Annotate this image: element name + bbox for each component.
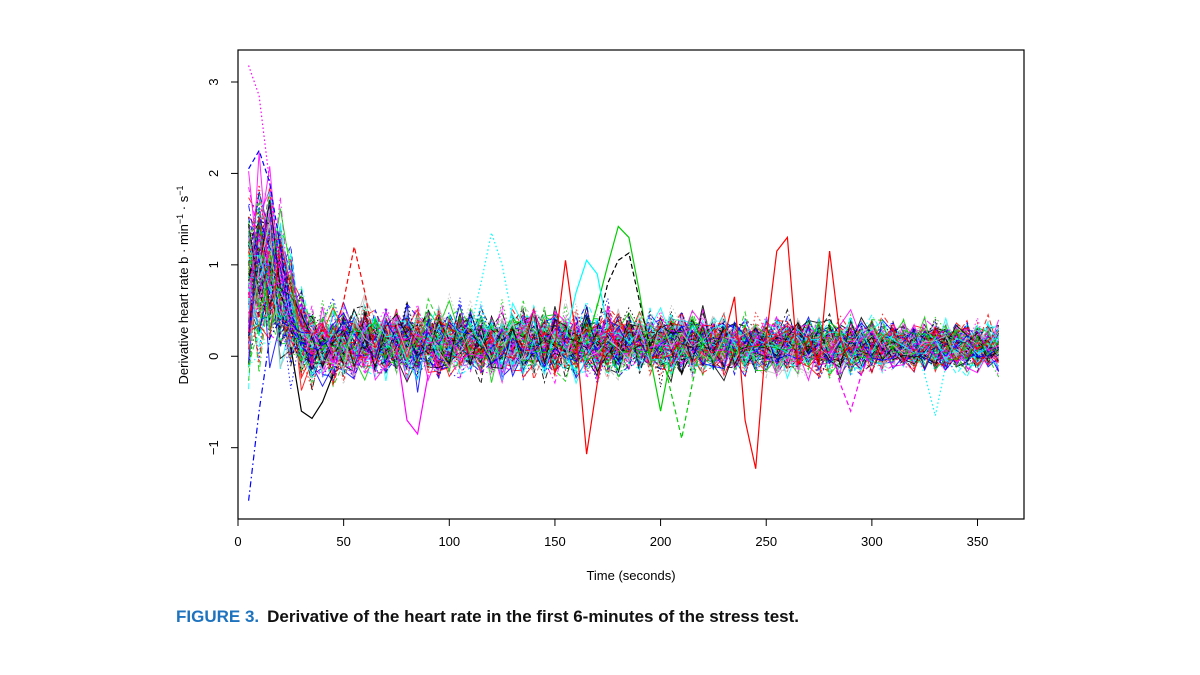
caption-label: FIGURE 3. (176, 607, 260, 626)
series-line-75 (248, 242, 1000, 373)
highlighted-traces (248, 65, 957, 501)
series-line-137 (248, 205, 999, 383)
x-tick-label-200: 200 (650, 534, 672, 549)
caption-text: Derivative of the heart rate in the firs… (267, 607, 799, 626)
series-line-79 (248, 197, 999, 369)
x-tick-label-50: 50 (336, 534, 350, 549)
x-axis-label: Time (seconds) (586, 568, 675, 583)
series-line-135 (248, 257, 999, 369)
plot-frame (237, 49, 1025, 520)
x-tick-label-100: 100 (438, 534, 460, 549)
series-line-150 (248, 254, 999, 374)
series-line-red-solid-245 (723, 235, 852, 469)
series-line-141 (248, 199, 999, 382)
series-line-23 (248, 223, 999, 377)
x-tick-label-250: 250 (755, 534, 777, 549)
series-line-147 (248, 222, 1000, 372)
series-line-127 (248, 226, 1000, 379)
series-line-cyan-dotted-330 (913, 337, 957, 416)
y-tick-label-3: 3 (206, 78, 221, 85)
series-line-108 (248, 209, 999, 378)
x-tick-label-300: 300 (861, 534, 883, 549)
y-tick-label-2: 2 (206, 170, 221, 177)
figure-caption: FIGURE 3. Derivative of the heart rate in… (176, 607, 799, 627)
series-line-140 (248, 238, 999, 376)
series-line-148 (248, 223, 999, 374)
x-tick-label-150: 150 (544, 534, 566, 549)
data-traces (248, 151, 1000, 393)
series-line-black-solid-dip (290, 347, 334, 420)
series-line-magenta-dotted-peak (248, 65, 323, 353)
y-axis: −1 0 1 2 3 (206, 78, 239, 455)
y-axis-label-mid: · s (176, 195, 191, 214)
y-axis-label: Derivative heart rate b · min−1 · s−1 (175, 186, 191, 385)
y-tick-label--1: −1 (206, 440, 221, 455)
series-line-magenta-dashed-290 (829, 346, 873, 413)
series-line-cyan-solid-165 (564, 259, 609, 339)
series-line-red-dashed-60 (332, 246, 376, 348)
y-axis-label-sup2: −1 (175, 186, 185, 196)
series-line-magenta-solid-85 (395, 347, 429, 436)
y-tick-label-1: 1 (206, 261, 221, 268)
y-tick-label-0: 0 (206, 353, 221, 360)
series-line-93 (248, 238, 999, 387)
series-line-98 (248, 237, 999, 381)
x-axis: 0 50 100 150 200 250 300 350 (234, 518, 989, 549)
series-line-101 (248, 230, 999, 371)
series-line-143 (248, 208, 999, 374)
y-axis-label-sup1: −1 (175, 214, 185, 224)
series-line-blue-dashdot-dip (248, 318, 323, 501)
x-tick-label-0: 0 (234, 534, 241, 549)
x-tick-label-350: 350 (967, 534, 989, 549)
series-line-cyan-dotted-120 (469, 230, 514, 329)
series-line-142 (248, 240, 999, 378)
series-line-149 (248, 216, 999, 378)
series-line-72 (248, 251, 1000, 380)
y-axis-label-base: Derivative heart rate b · min (176, 224, 191, 384)
